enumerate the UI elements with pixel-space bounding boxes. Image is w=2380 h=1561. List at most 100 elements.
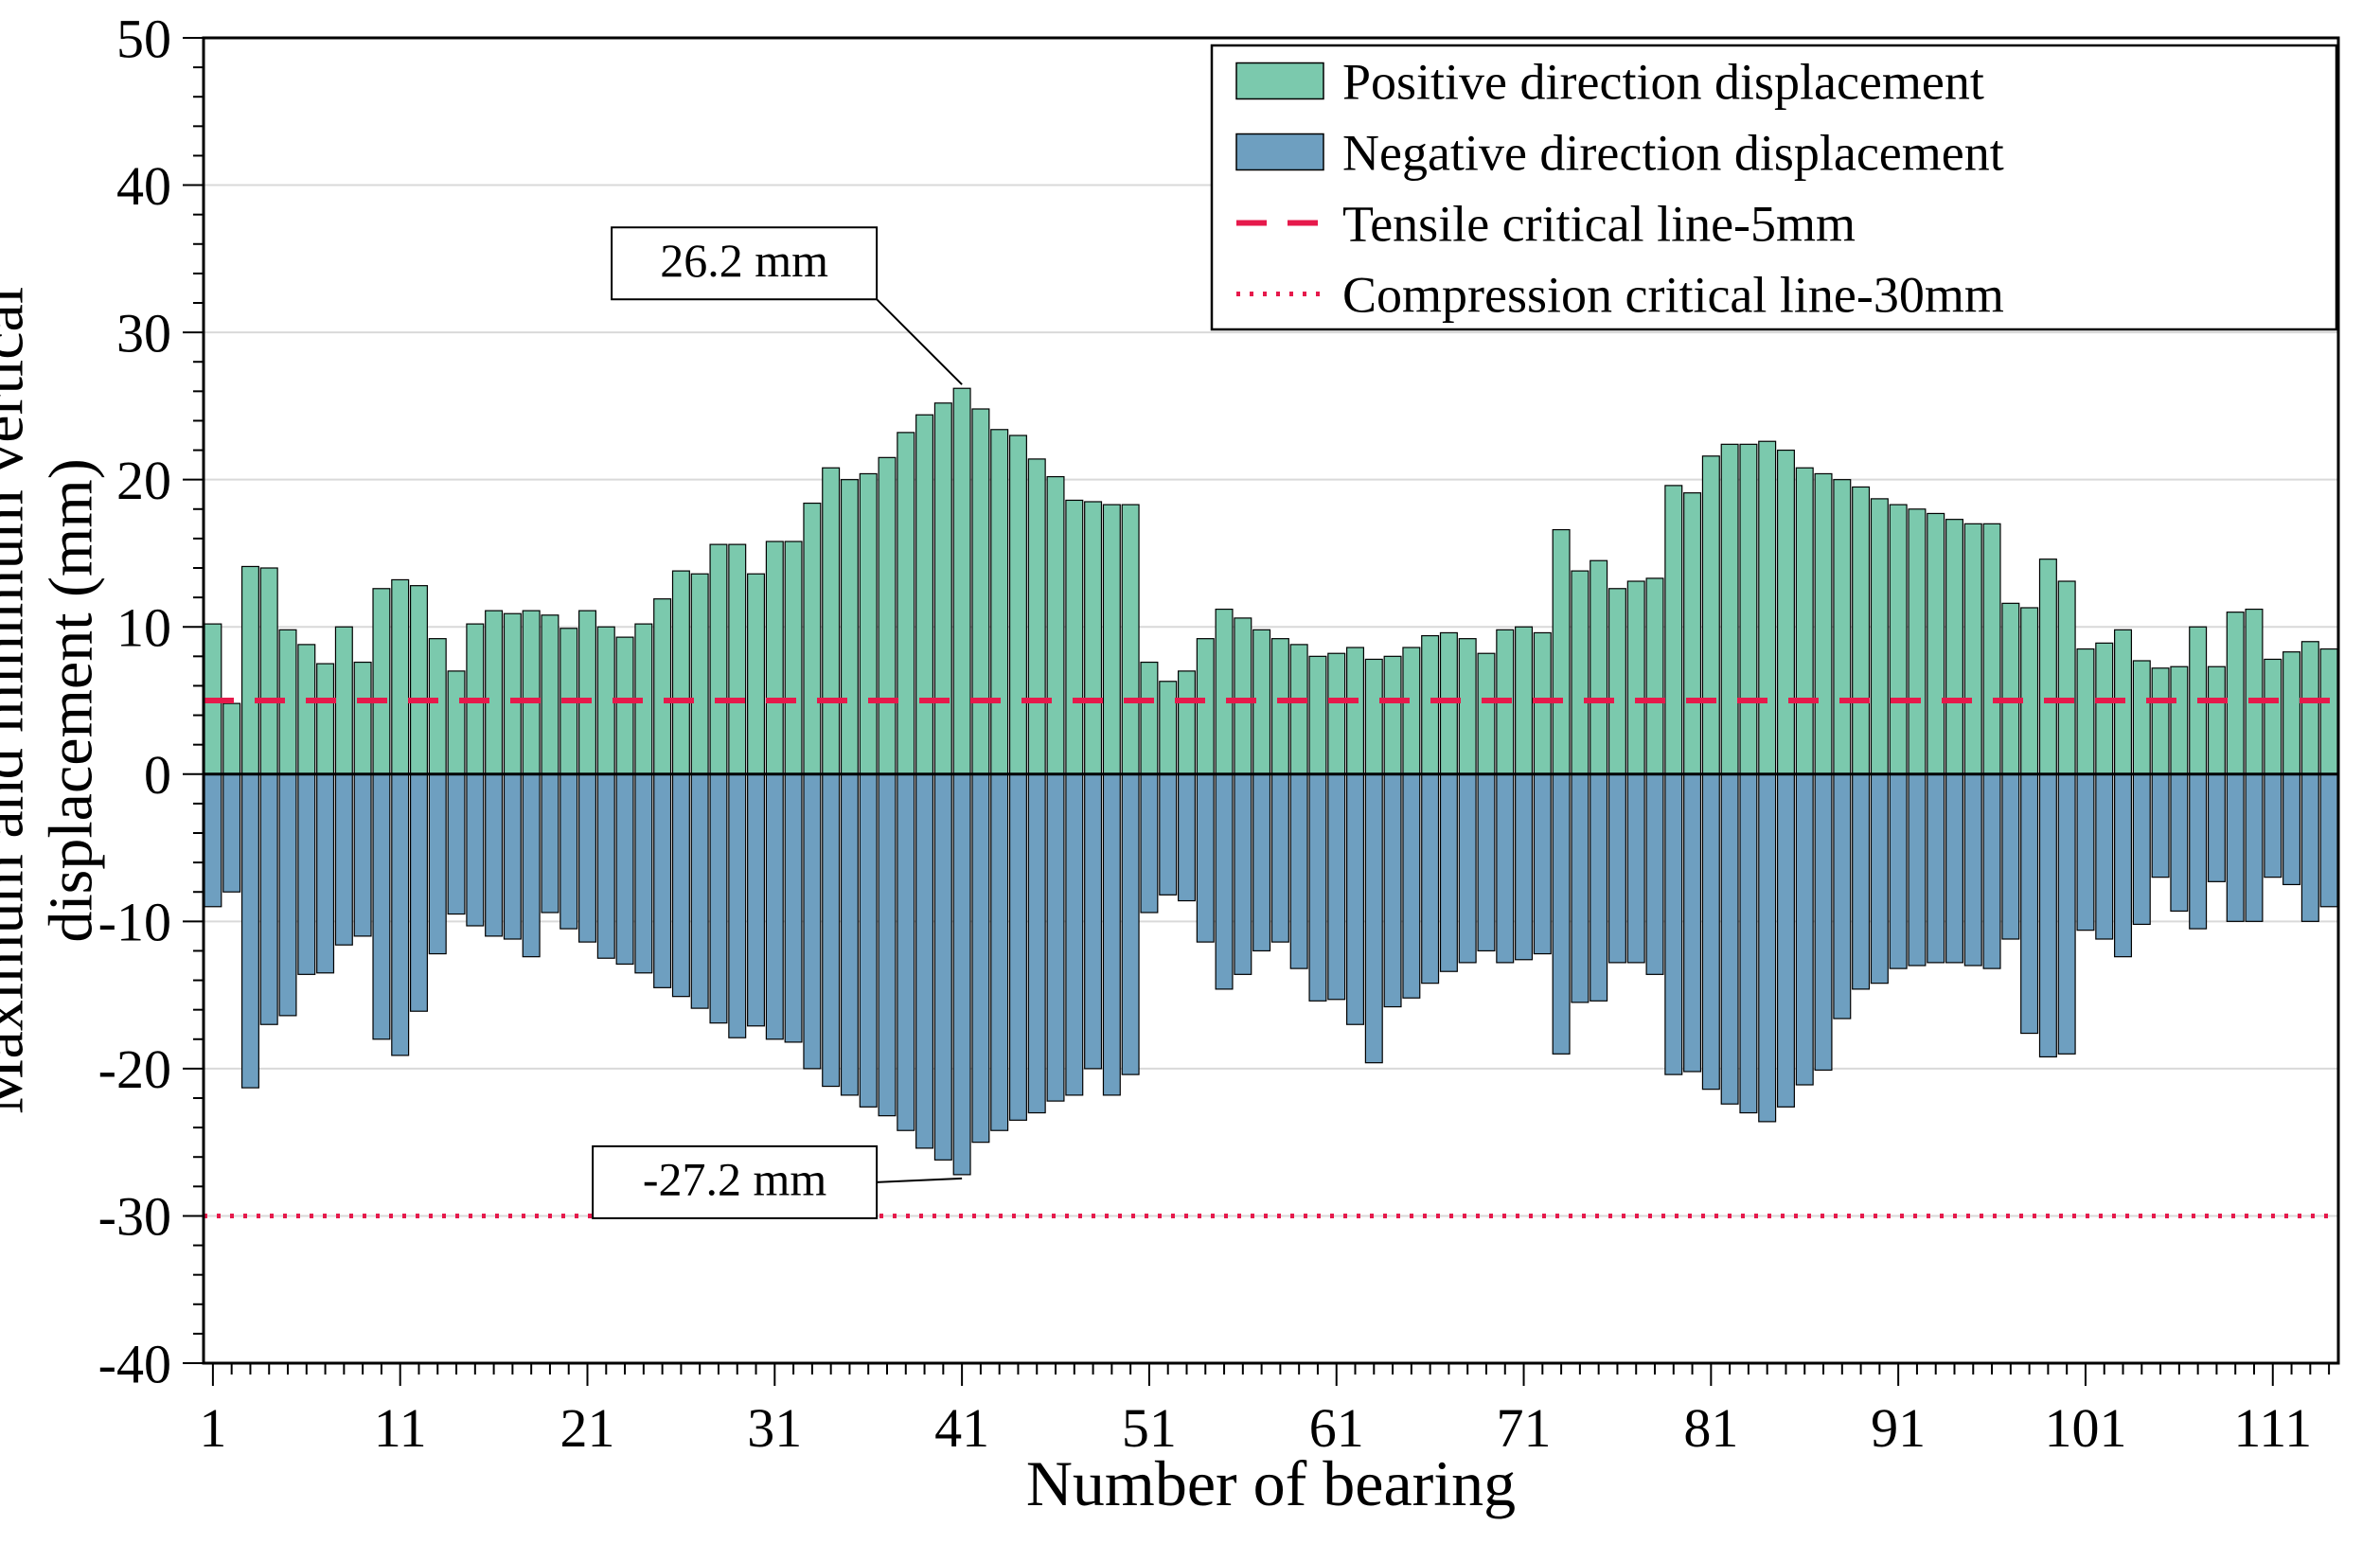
negative-bar (1646, 774, 1663, 975)
x-tick: 1 (199, 1397, 226, 1459)
x-tick: 111 (2233, 1397, 2312, 1459)
negative-bar (1290, 774, 1307, 968)
x-axis-label: Number of bearing (1026, 1447, 1516, 1519)
negative-bar (1459, 774, 1476, 963)
y-tick: -20 (98, 1038, 171, 1100)
positive-bar (1290, 645, 1307, 774)
positive-bar (1422, 636, 1439, 774)
positive-bar (1403, 647, 1420, 774)
negative-bar (1365, 774, 1382, 1063)
negative-bar (298, 774, 315, 975)
negative-bar (579, 774, 596, 942)
negative-bar (691, 774, 708, 1008)
negative-bar (1234, 774, 1252, 975)
negative-bar (1815, 774, 1832, 1071)
negative-bar (1028, 774, 1045, 1113)
positive-bar (1964, 523, 1981, 773)
negative-bar (542, 774, 559, 913)
negative-bar (335, 774, 352, 945)
negative-bar (1721, 774, 1738, 1104)
positive-bar (242, 566, 259, 773)
positive-bar (860, 473, 877, 773)
negative-bar (729, 774, 746, 1038)
positive-bar (2283, 652, 2300, 774)
positive-bar (1890, 505, 1907, 774)
negative-bar (1946, 774, 1963, 963)
legend-label: Tensile critical line-5mm (1342, 195, 1856, 252)
positive-bar (1778, 451, 1795, 774)
negative-bar (1441, 774, 1458, 971)
positive-bar (1946, 520, 1963, 774)
y-tick: 30 (116, 302, 171, 364)
annotation-max-text: 26.2 mm (660, 234, 828, 287)
negative-bar (2133, 774, 2150, 925)
positive-bar (429, 639, 446, 774)
negative-bar (2209, 774, 2226, 882)
negative-bar (1103, 774, 1120, 1095)
displacement-chart: 1112131415161718191101111-40-30-20-10010… (0, 0, 2380, 1561)
positive-bar (2301, 642, 2318, 774)
negative-bar (1516, 774, 1533, 960)
positive-bar (785, 541, 802, 774)
negative-bar (242, 774, 259, 1088)
negative-bar (934, 774, 951, 1161)
negative-bar (2096, 774, 2113, 939)
negative-bar (1871, 774, 1888, 984)
negative-bar (597, 774, 614, 958)
positive-bar (972, 409, 989, 774)
negative-bar (1179, 774, 1196, 901)
negative-bar (1909, 774, 1926, 966)
positive-bar (1834, 480, 1851, 774)
positive-bar (392, 579, 409, 773)
positive-bar (1609, 589, 1626, 774)
positive-bar (411, 586, 428, 774)
positive-bar (1384, 656, 1401, 773)
positive-bar (1590, 560, 1607, 774)
negative-bar (1122, 774, 1139, 1074)
negative-bar (317, 774, 334, 973)
negative-bar (2077, 774, 2094, 931)
legend-label: Compression critical line-30mm (1342, 266, 2004, 323)
negative-bar (2115, 774, 2132, 957)
positive-bar (1684, 493, 1701, 774)
negative-bar (1328, 774, 1345, 1000)
negative-bar (1834, 774, 1851, 1019)
positive-bar (1853, 487, 1870, 773)
positive-bar (1983, 523, 2000, 773)
positive-bar (1796, 468, 1813, 774)
positive-bar (317, 664, 334, 774)
negative-bar (748, 774, 765, 1026)
positive-bar (2096, 643, 2113, 773)
legend-label: Positive direction displacement (1342, 53, 1984, 110)
y-tick: 50 (116, 8, 171, 69)
negative-bar (392, 774, 409, 1055)
negative-bar (1796, 774, 1813, 1085)
positive-bar (1179, 671, 1196, 774)
positive-bar (2227, 612, 2244, 774)
positive-bar (1197, 639, 1214, 774)
positive-bar (1234, 618, 1252, 774)
positive-bar (1665, 486, 1682, 774)
negative-bar (1684, 774, 1701, 1072)
negative-bar (879, 774, 896, 1116)
negative-bar (1478, 774, 1495, 951)
x-tick: 101 (2044, 1397, 2126, 1459)
y-tick: 20 (116, 450, 171, 511)
negative-bar (1253, 774, 1270, 951)
positive-bar (934, 403, 951, 774)
positive-bar (1740, 444, 1757, 773)
positive-bar (2246, 610, 2263, 774)
positive-bar (1478, 653, 1495, 774)
negative-bar (467, 774, 484, 926)
negative-bar (2152, 774, 2169, 878)
negative-bar (1066, 774, 1083, 1095)
positive-bar (1927, 513, 1945, 773)
y-tick: 40 (116, 155, 171, 217)
negative-bar (1309, 774, 1326, 1002)
positive-bar (691, 574, 708, 774)
positive-bar (1909, 509, 1926, 774)
positive-bar (1028, 459, 1045, 774)
negative-bar (897, 774, 915, 1130)
positive-bar (1122, 505, 1139, 774)
positive-bar (579, 611, 596, 774)
